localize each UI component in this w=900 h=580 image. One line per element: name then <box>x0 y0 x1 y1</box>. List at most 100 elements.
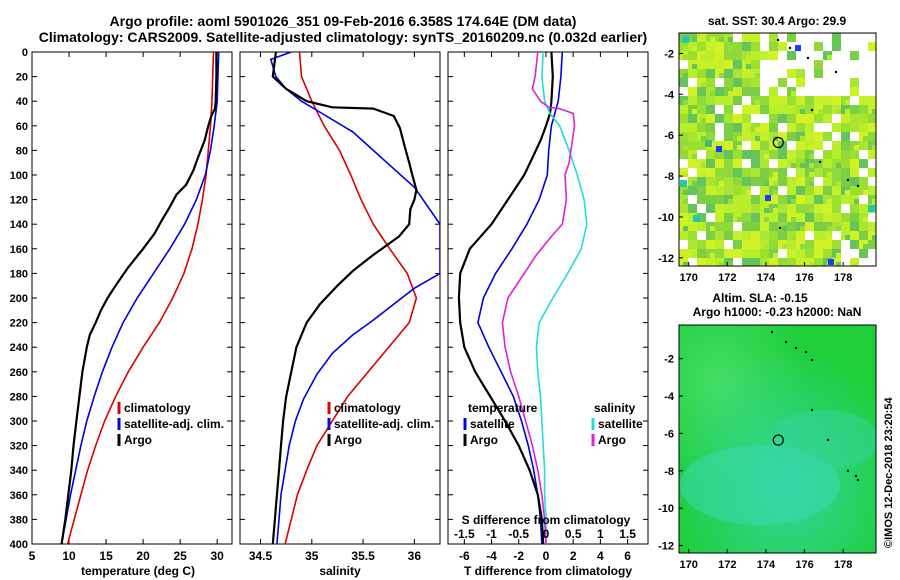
sla-map-frame <box>678 324 877 554</box>
series-s-satellite <box>535 52 588 544</box>
depth-tick-label: 140 <box>10 219 28 231</box>
lat-tick-label: -2 <box>664 354 674 366</box>
depth-tick-label: 400 <box>10 539 28 551</box>
depth-tick-label: 180 <box>10 268 28 280</box>
sla-argo-position-marker <box>772 434 784 446</box>
series-satellite-adj-clim- <box>269 52 440 544</box>
lat-tick-label: -8 <box>664 171 674 183</box>
temperature-axes-frame <box>31 51 233 545</box>
depth-tick-label: 380 <box>10 514 28 526</box>
depth-tick-label: 260 <box>10 367 28 379</box>
series-climatology <box>66 52 215 544</box>
s-diff-tick-label: 1.5 <box>619 527 636 541</box>
x-tick-label: 4 <box>597 549 604 563</box>
sla-land-dots <box>770 330 860 482</box>
s-diff-tick-label: -1 <box>486 527 497 541</box>
sla-map-title: Altim. SLA: -0.15 <box>712 291 808 305</box>
temperature-legend: climatology satellite-adj. clim. Argo <box>117 401 224 447</box>
sst-map-title: sat. SST: 30.4 Argo: 29.9 <box>708 14 847 28</box>
x-tick-label: 34.5 <box>249 549 273 563</box>
lat-tick-label: -4 <box>664 89 675 101</box>
lat-tick-label: -2 <box>664 48 674 60</box>
legend-s-satellite-label: satellite <box>598 417 643 431</box>
x-tick-label: 6 <box>624 549 631 563</box>
lat-tick-label: -6 <box>664 428 674 440</box>
x-tick-label: 30 <box>211 549 225 563</box>
difference-legend-salinity: salinity satellite Argo <box>591 401 643 447</box>
s-diff-tick-label: 0 <box>543 527 550 541</box>
lon-tick-label: 172 <box>718 559 736 571</box>
series-t-argo <box>457 52 554 544</box>
lat-tick-label: -10 <box>658 212 674 224</box>
lon-tick-label: 170 <box>679 272 697 284</box>
x-tick-label: 20 <box>136 549 150 563</box>
legend-satellite-label: satellite-adj. clim. <box>334 417 434 431</box>
series-satellite-adj-clim- <box>60 52 220 544</box>
s-diff-tick-label: 0.5 <box>565 527 582 541</box>
depth-tick-label: 100 <box>10 170 28 182</box>
lon-tick-label: 178 <box>834 559 852 571</box>
difference-panel: -6 -4 -2 0 2 4 6 temperature satellite Argo sa… <box>447 51 649 578</box>
temperature-xlabel: temperature (deg C) <box>81 564 195 578</box>
legend-temperature-title: temperature <box>468 401 538 415</box>
imos-credit: ©IMOS 12-Dec-2018 23:20:54 <box>883 397 895 548</box>
lat-tick-label: -12 <box>658 541 674 553</box>
x-tick-label: 36 <box>408 549 422 563</box>
difference-axes-frame <box>447 51 649 545</box>
depth-tick-label: 0 <box>22 47 28 59</box>
x-tick-label: 5 <box>29 549 36 563</box>
t-difference-xlabel: T difference from climatology <box>464 564 632 578</box>
legend-satellite-label: satellite-adj. clim. <box>124 417 224 431</box>
lon-tick-label: 174 <box>757 272 776 284</box>
lon-tick-label: 178 <box>834 272 852 284</box>
s-diff-tick-label: 1 <box>597 527 604 541</box>
depth-tick-label: 340 <box>10 465 28 477</box>
depth-tick-label: 120 <box>10 195 28 207</box>
depth-tick-label: 360 <box>10 490 28 502</box>
depth-tick-label: 40 <box>16 96 28 108</box>
series-climatology <box>284 52 418 544</box>
series-t-satellite <box>477 52 564 544</box>
lon-tick-label: 170 <box>679 559 697 571</box>
x-tick-label: 35 <box>305 549 319 563</box>
legend-argo-label: Argo <box>124 433 152 447</box>
x-tick-label: 15 <box>99 549 113 563</box>
salinity-xlabel: salinity <box>319 564 361 578</box>
salinity-legend: climatology satellite-adj. clim. Argo <box>327 401 434 447</box>
legend-salinity-title: salinity <box>594 401 636 415</box>
sst-map-panel: sat. SST: 30.4 Argo: 29.9 170 172 174 176 17… <box>658 14 877 284</box>
x-tick-label: -2 <box>513 549 524 563</box>
lon-tick-label: 172 <box>718 272 736 284</box>
depth-tick-label: 200 <box>10 293 28 305</box>
sst-land-dots <box>776 38 860 230</box>
x-tick-label: 35.5 <box>351 549 375 563</box>
sst-heatmap-cells <box>679 33 876 266</box>
salinity-panel: 34.5 35 35.5 36 climatology satellite-adj. … <box>239 51 441 578</box>
lat-tick-label: -6 <box>664 130 674 142</box>
header-line-1: Argo profile: aoml 5901026_351 09-Feb-20… <box>110 13 577 29</box>
depth-tick-label: 320 <box>10 441 28 453</box>
depth-tick-label: 20 <box>16 72 28 84</box>
x-tick-label: -6 <box>459 549 470 563</box>
lat-tick-label: -4 <box>664 391 675 403</box>
sla-map-subtitle: Argo h1000: -0.23 h2000: NaN <box>693 305 862 319</box>
difference-legend-temperature: temperature satellite Argo <box>463 401 538 447</box>
legend-climatology-label: climatology <box>334 401 401 415</box>
series-argo <box>60 52 218 544</box>
temperature-panel: 0 20 40 60 80 100 120 140 160 180 200 220 240 260 280 3… <box>10 47 233 578</box>
lon-tick-label: 174 <box>757 559 776 571</box>
s-diff-tick-label: -0.5 <box>508 527 529 541</box>
x-tick-label: 2 <box>570 549 577 563</box>
lat-tick-label: -8 <box>664 466 674 478</box>
legend-s-argo-label: Argo <box>598 433 626 447</box>
lon-tick-label: 176 <box>795 559 813 571</box>
depth-tick-label: 220 <box>10 318 28 330</box>
sst-map-frame <box>678 32 877 267</box>
x-tick-label: 10 <box>62 549 76 563</box>
series-s-argo <box>501 52 576 544</box>
sst-argo-position-marker <box>772 136 784 149</box>
x-tick-label: -4 <box>486 549 497 563</box>
salinity-axes-frame <box>239 51 441 545</box>
s-difference-label: S difference from climatology <box>462 513 631 527</box>
x-tick-label: 25 <box>173 549 187 563</box>
